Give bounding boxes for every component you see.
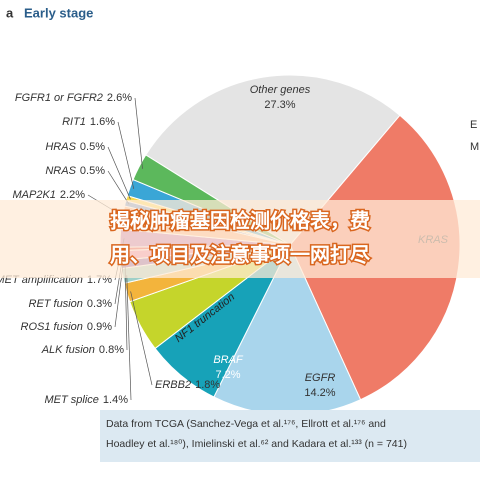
slice-label: MAP2K1 2.2%: [13, 189, 86, 201]
banner-title: 揭秘肿瘤基因检测价格表，费: [110, 209, 370, 233]
category-label: HRAS: [45, 141, 76, 153]
value-label: 2.6%: [107, 92, 132, 104]
slice-label: HRAS 0.5%: [45, 141, 105, 153]
value-label: 7.2%: [215, 369, 240, 381]
note-box: [100, 410, 480, 462]
banner-title: 用、项目及注意事项一网打尽: [110, 243, 371, 267]
slice-label: MET splice 1.4%: [45, 394, 129, 406]
category-label: ERBB2: [155, 379, 191, 391]
leader-line: [107, 146, 131, 200]
value-label: 27.3%: [264, 99, 295, 111]
value-label: 0.9%: [87, 321, 112, 333]
slice-label: FGFR1 or FGFR2 2.6%: [15, 92, 132, 104]
slice-label: RIT1 1.6%: [62, 116, 115, 128]
leader-line: [134, 97, 143, 169]
banner-bg: [0, 200, 480, 278]
value-label: 1.6%: [90, 116, 115, 128]
category-label: BRAF: [213, 354, 244, 366]
pie-slice: [145, 74, 401, 246]
leader-line: [117, 121, 135, 189]
panel-title: Early stage: [24, 5, 93, 20]
category-label: RET fusion: [29, 298, 83, 310]
value-label: 2.2%: [60, 189, 85, 201]
source-note: Hoadley et al.¹⁸⁰), Imielinski et al.⁶² …: [106, 438, 407, 450]
source-note: Data from TCGA (Sanchez-Vega et al.¹⁷⁶, …: [106, 418, 386, 430]
leader-line: [107, 170, 130, 205]
category-label: MAP2K1: [13, 189, 56, 201]
category-label: NRAS: [45, 165, 76, 177]
value-label: 1.4%: [103, 394, 128, 406]
cut-label: E: [470, 119, 477, 131]
value-label: 0.8%: [99, 344, 124, 356]
leader-line: [124, 263, 128, 351]
category-label: RIT1: [62, 116, 86, 128]
cut-label: M: [470, 141, 479, 153]
slice-label: ALK fusion 0.8%: [41, 344, 124, 356]
panel-letter: a: [6, 5, 14, 20]
category-label: FGFR1 or FGFR2: [15, 92, 103, 104]
category-label: ALK fusion: [41, 344, 95, 356]
category-label: ROS1 fusion: [21, 321, 83, 333]
slice-label: ERBB2 1.8%: [155, 379, 220, 391]
slice-label: Other genes 27.3%: [250, 84, 311, 111]
value-label: 0.5%: [80, 141, 105, 153]
category-label: EGFR: [305, 372, 336, 384]
leader-line: [130, 291, 153, 386]
value-label: 1.8%: [195, 379, 220, 391]
slice-label: ROS1 fusion 0.9%: [21, 321, 113, 333]
slice-label: RET fusion 0.3%: [29, 298, 113, 310]
slice-label: BRAF 7.2%: [213, 354, 244, 381]
value-label: 14.2%: [304, 387, 335, 399]
value-label: 0.5%: [80, 165, 105, 177]
value-label: 0.3%: [87, 298, 112, 310]
slice-label: EGFR 14.2%: [304, 372, 335, 399]
category-label: Other genes: [250, 84, 311, 96]
leader-line: [126, 275, 132, 401]
slice-label: NRAS 0.5%: [45, 165, 105, 177]
category-label: MET splice: [45, 394, 99, 406]
